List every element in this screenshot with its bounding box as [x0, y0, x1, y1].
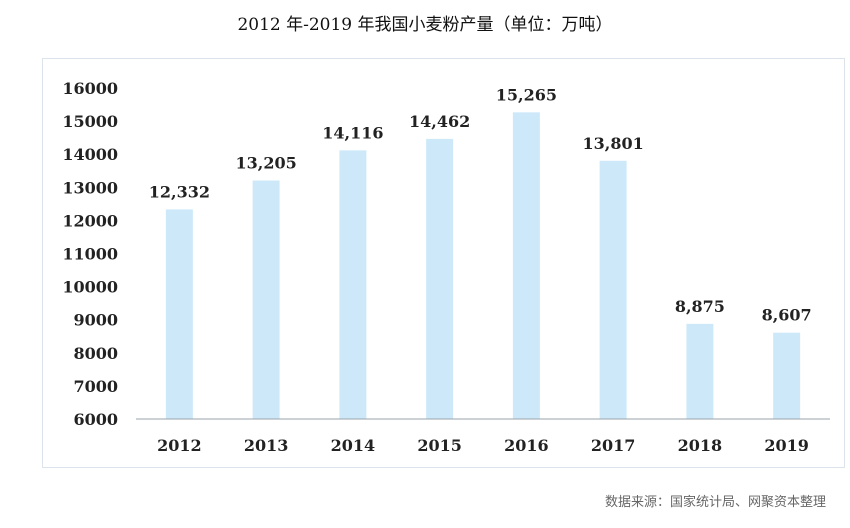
value-label-2017: 13,801 [583, 134, 644, 153]
y-tick-label: 13000 [62, 178, 118, 197]
bar-2016 [512, 112, 540, 420]
value-label-2018: 8,875 [675, 297, 725, 316]
y-tick-label: 9000 [73, 311, 118, 330]
x-tick-label-2018: 2018 [678, 436, 723, 455]
x-tick-label-2015: 2015 [417, 436, 462, 455]
x-tick-label-2013: 2013 [244, 436, 289, 455]
chart-title: 2012 年-2019 年我国小麦粉产量（单位：万吨） [237, 15, 613, 35]
bar-2017 [599, 160, 627, 419]
bar-2018 [686, 323, 714, 419]
bar-2014 [339, 150, 367, 419]
x-axis: 2012 2013 2014 2015 2016 2017 2018 2019 [136, 418, 830, 455]
bars [165, 112, 801, 420]
y-tick-label: 16000 [62, 79, 118, 98]
y-axis: 6000 7000 8000 9000 10000 11000 12000 13000 1400… [62, 79, 118, 429]
x-tick-label-2017: 2017 [591, 436, 636, 455]
chart-frame [42, 58, 845, 468]
y-tick-label: 11000 [62, 245, 118, 264]
bar-2013 [252, 180, 280, 419]
bar-2015 [426, 138, 454, 419]
x-tick-label-2012: 2012 [157, 436, 202, 455]
data-source-note: 数据来源：国家统计局、网聚资本整理 [604, 495, 826, 510]
y-tick-label: 12000 [62, 211, 118, 230]
y-tick-label: 15000 [62, 112, 118, 131]
value-label-2012: 12,332 [149, 182, 210, 201]
y-tick-label: 14000 [62, 145, 118, 164]
value-label-2019: 8,607 [762, 306, 812, 325]
value-labels: 12,332 13,205 14,116 14,462 15,265 13,801 8,87… [149, 85, 812, 324]
x-tick-label-2014: 2014 [331, 436, 376, 455]
y-tick-label: 10000 [62, 278, 118, 297]
y-tick-label: 8000 [73, 344, 118, 363]
bar-2019 [773, 332, 801, 419]
y-tick-label: 7000 [73, 377, 118, 396]
value-label-2015: 14,462 [409, 112, 470, 131]
value-label-2016: 15,265 [496, 85, 557, 104]
x-tick-label-2019: 2019 [764, 436, 809, 455]
x-tick-label-2016: 2016 [504, 436, 549, 455]
value-label-2014: 14,116 [322, 123, 383, 142]
y-tick-label: 6000 [73, 410, 118, 429]
value-label-2013: 13,205 [236, 154, 297, 173]
bar-2012 [165, 209, 193, 419]
